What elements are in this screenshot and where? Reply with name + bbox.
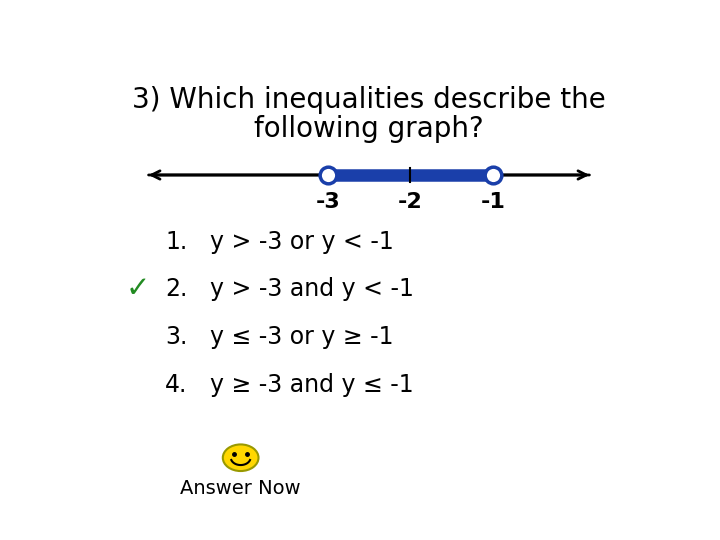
Text: y > -3 or y < -1: y > -3 or y < -1 (210, 230, 394, 253)
Text: -1: -1 (480, 192, 505, 212)
Text: 1.: 1. (166, 230, 188, 253)
Text: y ≥ -3 and y ≤ -1: y ≥ -3 and y ≤ -1 (210, 373, 413, 397)
Text: y ≤ -3 or y ≥ -1: y ≤ -3 or y ≥ -1 (210, 325, 393, 349)
Text: y > -3 and y < -1: y > -3 and y < -1 (210, 278, 414, 301)
Circle shape (222, 444, 258, 471)
Text: -3: -3 (315, 192, 340, 212)
Text: ✓: ✓ (125, 275, 150, 303)
Text: 3) Which inequalities describe the: 3) Which inequalities describe the (132, 86, 606, 114)
Text: following graph?: following graph? (254, 115, 484, 143)
Text: 4.: 4. (166, 373, 188, 397)
Text: Answer Now: Answer Now (180, 480, 301, 498)
Text: 2.: 2. (166, 278, 188, 301)
Text: 3.: 3. (166, 325, 188, 349)
Text: -2: -2 (398, 192, 423, 212)
